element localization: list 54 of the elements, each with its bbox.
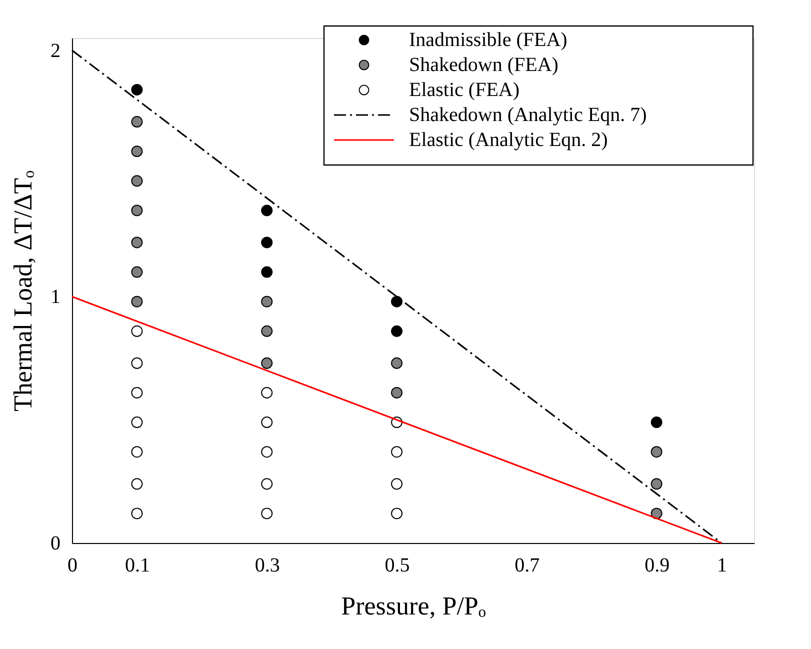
- point: [391, 296, 403, 308]
- point: [131, 387, 143, 398]
- point: [391, 357, 403, 369]
- point: [391, 325, 403, 337]
- point: [261, 266, 273, 278]
- legend-label: Shakedown (FEA): [409, 54, 558, 76]
- legend-label: Elastic (Analytic Eqn. 2): [409, 129, 608, 151]
- point: [261, 508, 273, 520]
- x-tick-label: 0.7: [514, 554, 540, 576]
- point: [131, 266, 143, 278]
- point: [131, 175, 143, 187]
- point: [650, 508, 662, 520]
- point: [261, 204, 273, 216]
- point: [650, 446, 662, 458]
- x-tick-label: 0: [68, 554, 78, 576]
- x-tick-label: 1: [717, 554, 728, 576]
- point: [131, 116, 143, 128]
- point: [391, 478, 403, 490]
- point: [131, 146, 143, 158]
- point: [261, 357, 273, 369]
- point: [391, 446, 403, 458]
- x-tick-label: 0.1: [124, 554, 150, 576]
- point: [650, 416, 662, 428]
- point: [261, 416, 273, 428]
- y-tick-label: 2: [50, 40, 60, 62]
- x-tick-label: 0.5: [384, 554, 410, 576]
- y-tick-label: 0: [50, 532, 60, 554]
- point: [261, 325, 273, 337]
- x-tick-label: 0.3: [254, 554, 280, 576]
- legend-label: Elastic (FEA): [409, 79, 520, 101]
- point: [261, 478, 273, 490]
- x-axis-title: Pressure, P/Pₒ: [341, 592, 486, 620]
- point: [131, 416, 143, 428]
- point: [131, 446, 143, 458]
- point: [131, 296, 143, 308]
- point: [261, 296, 273, 308]
- point: [131, 84, 143, 96]
- point: [261, 387, 273, 398]
- point: [131, 325, 143, 337]
- point: [650, 478, 662, 490]
- x-tick-label: 0.9: [644, 554, 670, 576]
- point: [391, 387, 403, 398]
- point: [131, 357, 143, 369]
- y-tick-label: 1: [50, 286, 60, 308]
- point: [131, 478, 143, 490]
- point: [261, 446, 273, 458]
- point: [131, 508, 143, 520]
- legend-label: Shakedown (Analytic Eqn. 7): [409, 104, 647, 126]
- point: [261, 236, 273, 248]
- point: [391, 508, 403, 520]
- point: [131, 204, 143, 216]
- point: [131, 236, 143, 248]
- y-axis-title: Thermal Load, ΔT/ΔTₒ: [8, 170, 38, 412]
- legend-label: Inadmissible (FEA): [409, 29, 568, 51]
